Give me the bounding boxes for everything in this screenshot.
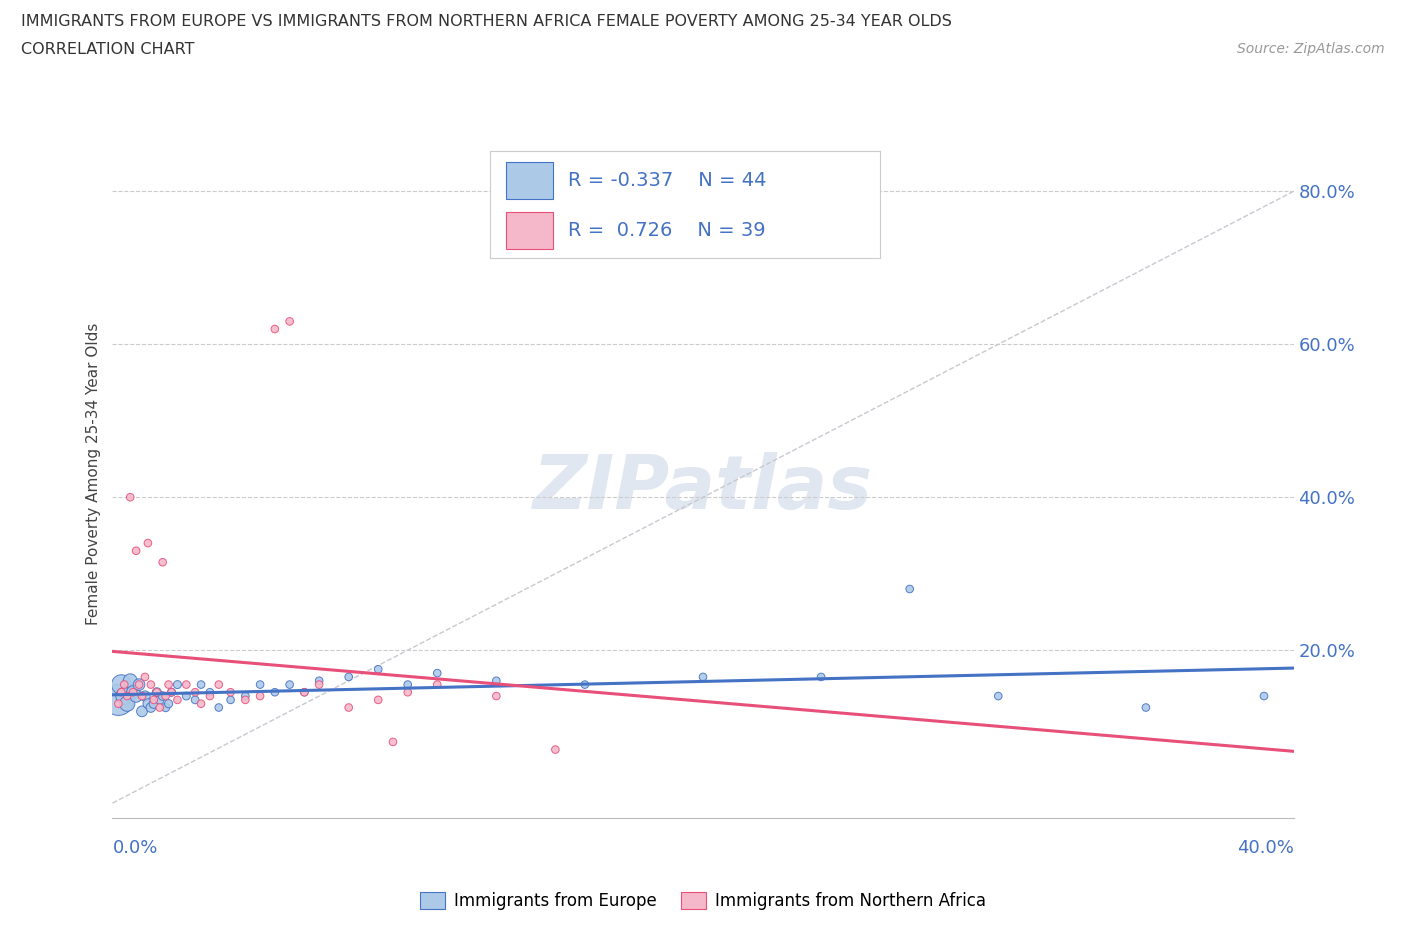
- Point: [152, 688, 174, 703]
- Point: [134, 670, 156, 684]
- Point: [112, 677, 135, 692]
- Point: [128, 677, 150, 692]
- Point: [190, 677, 212, 692]
- Point: [157, 677, 180, 692]
- Point: [122, 684, 145, 699]
- Point: [149, 693, 172, 708]
- Point: [292, 684, 315, 699]
- Point: [166, 677, 188, 692]
- Point: [112, 688, 135, 703]
- Point: [107, 693, 129, 708]
- Point: [142, 697, 165, 711]
- Point: [485, 688, 508, 703]
- Point: [139, 677, 162, 692]
- Point: [485, 673, 508, 688]
- Text: 40.0%: 40.0%: [1237, 839, 1294, 857]
- Text: ZIPatlas: ZIPatlas: [533, 452, 873, 525]
- Point: [166, 693, 188, 708]
- Point: [396, 684, 419, 699]
- FancyBboxPatch shape: [506, 162, 553, 199]
- Point: [131, 688, 153, 703]
- Point: [136, 536, 159, 551]
- Point: [219, 693, 242, 708]
- Legend: Immigrants from Europe, Immigrants from Northern Africa: Immigrants from Europe, Immigrants from …: [413, 885, 993, 917]
- Point: [249, 688, 271, 703]
- Point: [898, 581, 921, 596]
- Point: [264, 322, 287, 337]
- Point: [292, 684, 315, 699]
- Point: [160, 684, 183, 699]
- Point: [155, 700, 177, 715]
- Text: R =  0.726    N = 39: R = 0.726 N = 39: [568, 221, 766, 240]
- Text: CORRELATION CHART: CORRELATION CHART: [21, 42, 194, 57]
- Point: [110, 677, 132, 692]
- Point: [139, 700, 162, 715]
- Point: [152, 555, 174, 570]
- Point: [367, 693, 389, 708]
- Text: Source: ZipAtlas.com: Source: ZipAtlas.com: [1237, 42, 1385, 56]
- Point: [146, 684, 169, 699]
- Point: [308, 677, 330, 692]
- Point: [120, 490, 142, 505]
- Point: [174, 677, 197, 692]
- Point: [544, 742, 567, 757]
- Point: [367, 662, 389, 677]
- Point: [264, 684, 287, 699]
- Point: [134, 688, 156, 703]
- Point: [149, 700, 172, 715]
- Point: [219, 684, 242, 699]
- Point: [249, 677, 271, 692]
- Point: [107, 697, 129, 711]
- Point: [396, 677, 419, 692]
- Point: [131, 704, 153, 719]
- Point: [426, 666, 449, 681]
- Point: [160, 684, 183, 699]
- Text: R = -0.337    N = 44: R = -0.337 N = 44: [568, 171, 766, 191]
- Point: [157, 697, 180, 711]
- Point: [184, 684, 207, 699]
- Point: [122, 684, 145, 699]
- Point: [574, 677, 596, 692]
- Point: [278, 314, 301, 329]
- Point: [233, 693, 256, 708]
- Point: [208, 677, 231, 692]
- Point: [1253, 688, 1275, 703]
- Point: [198, 684, 221, 699]
- Point: [142, 693, 165, 708]
- Point: [120, 673, 142, 688]
- Point: [382, 735, 405, 750]
- Point: [117, 688, 138, 703]
- Point: [337, 670, 360, 684]
- Point: [110, 684, 132, 699]
- Point: [198, 688, 221, 703]
- Point: [125, 543, 148, 558]
- Text: 0.0%: 0.0%: [112, 839, 157, 857]
- Point: [1135, 700, 1157, 715]
- Point: [155, 688, 177, 703]
- Point: [233, 688, 256, 703]
- Text: IMMIGRANTS FROM EUROPE VS IMMIGRANTS FROM NORTHERN AFRICA FEMALE POVERTY AMONG 2: IMMIGRANTS FROM EUROPE VS IMMIGRANTS FRO…: [21, 14, 952, 29]
- Point: [426, 677, 449, 692]
- Point: [810, 670, 832, 684]
- Point: [125, 688, 148, 703]
- Point: [117, 697, 138, 711]
- Point: [128, 677, 150, 692]
- Point: [146, 684, 169, 699]
- Point: [190, 697, 212, 711]
- Point: [692, 670, 714, 684]
- Point: [208, 700, 231, 715]
- FancyBboxPatch shape: [506, 212, 553, 249]
- Point: [278, 677, 301, 692]
- Y-axis label: Female Poverty Among 25-34 Year Olds: Female Poverty Among 25-34 Year Olds: [86, 323, 101, 626]
- Point: [337, 700, 360, 715]
- Point: [174, 688, 197, 703]
- Point: [136, 697, 159, 711]
- Point: [184, 693, 207, 708]
- Point: [987, 688, 1010, 703]
- Point: [308, 673, 330, 688]
